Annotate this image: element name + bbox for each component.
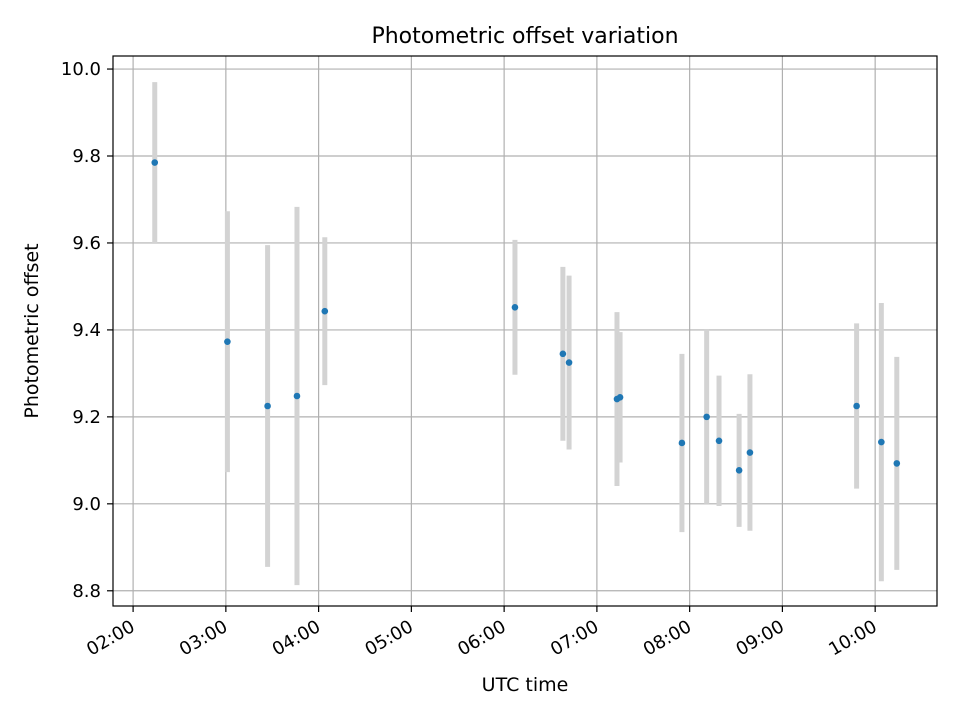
data-point — [224, 338, 231, 345]
y-axis-ticks: 8.8 9.0 9.2 9.4 9.6 9.8 10.0 — [61, 59, 113, 602]
grid-lines — [113, 56, 937, 606]
data-points — [151, 159, 901, 474]
y-tick-label: 9.6 — [72, 233, 101, 254]
plot-frame — [112, 55, 938, 607]
data-point — [715, 437, 723, 445]
data-point — [293, 392, 301, 400]
y-tick-label: 9.0 — [72, 494, 101, 515]
data-point — [511, 304, 519, 311]
data-point — [878, 438, 885, 446]
data-point — [703, 413, 710, 421]
y-tick-label: 8.8 — [72, 581, 101, 602]
data-point — [616, 394, 624, 401]
data-point — [746, 449, 754, 456]
data-point — [151, 159, 159, 166]
data-point — [565, 359, 573, 366]
chart-title: Photometric offset variation — [371, 24, 678, 49]
x-axis-label: UTC time — [482, 674, 569, 696]
y-tick-label: 9.8 — [72, 146, 101, 167]
data-point — [321, 307, 329, 315]
data-point — [264, 402, 271, 410]
y-axis-label: Photometric offset — [21, 243, 43, 418]
data-point — [893, 460, 901, 467]
y-tick-label: 10.0 — [61, 59, 101, 80]
data-point — [559, 350, 567, 358]
data-point — [678, 439, 686, 447]
data-point — [735, 467, 743, 474]
data-point — [853, 402, 860, 410]
plot-area — [113, 56, 937, 606]
y-tick-label: 9.2 — [72, 407, 101, 428]
y-tick-label: 9.4 — [72, 320, 101, 341]
